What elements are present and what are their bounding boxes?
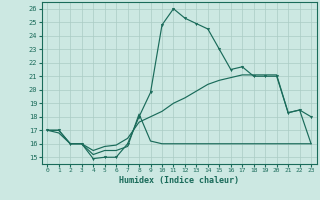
X-axis label: Humidex (Indice chaleur): Humidex (Indice chaleur) [119, 176, 239, 185]
